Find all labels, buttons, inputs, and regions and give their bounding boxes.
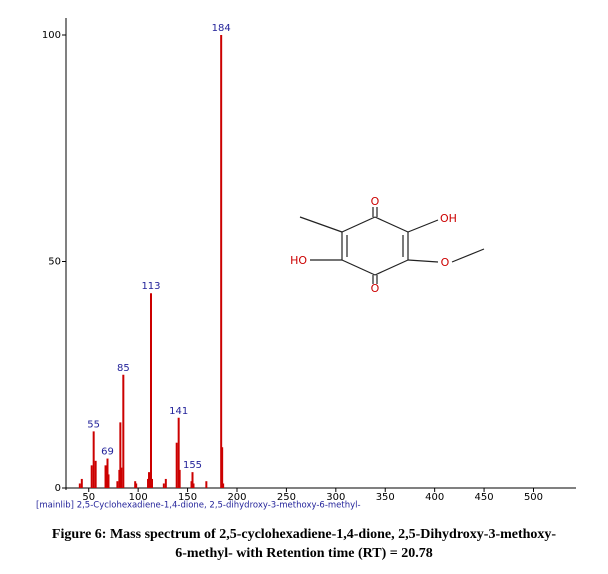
x-tick-label: 350 <box>376 492 395 503</box>
caption: Figure 6: Mass spectrum of 2,5-cyclohexa… <box>52 527 557 542</box>
atom-label: O <box>441 256 450 269</box>
x-tick-label: 200 <box>227 492 246 503</box>
peak-label: 184 <box>212 23 231 34</box>
peak-label: 69 <box>101 447 114 458</box>
x-tick-label: 50 <box>82 492 95 503</box>
x-tick-label: 100 <box>129 492 148 503</box>
x-tick-label: 250 <box>277 492 296 503</box>
peak-label: 85 <box>117 363 130 374</box>
x-tick-label: 150 <box>178 492 197 503</box>
peak-label: 55 <box>87 419 100 430</box>
x-tick-label: 400 <box>425 492 444 503</box>
atom-label: HO <box>290 254 307 267</box>
y-tick-label: 0 <box>55 483 61 494</box>
atom-label: O <box>371 195 380 208</box>
y-tick-label: 50 <box>48 257 61 268</box>
atom-label: O <box>371 282 380 295</box>
x-tick-label: 450 <box>475 492 494 503</box>
peak-label: 141 <box>169 406 188 417</box>
y-tick-label: 100 <box>42 30 61 41</box>
x-tick-label: 300 <box>326 492 345 503</box>
peak-label: 155 <box>183 460 202 471</box>
x-tick-label: 500 <box>524 492 543 503</box>
atom-label: OH <box>440 212 457 225</box>
library-note: [mainlib] 2,5-Cyclohexadiene-1,4-dione, … <box>36 501 361 511</box>
caption: 6-methyl- with Retention time (RT) = 20.… <box>175 546 433 561</box>
peak-label: 113 <box>141 281 160 292</box>
structure: O OH HO O O <box>290 195 485 295</box>
